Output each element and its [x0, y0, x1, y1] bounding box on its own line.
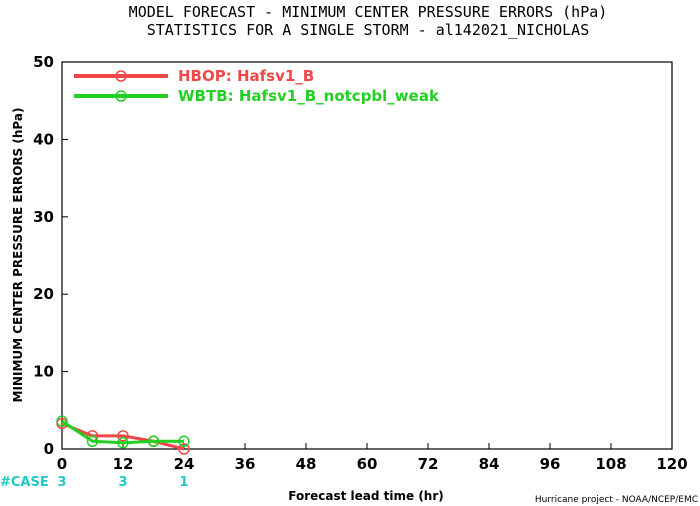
data-point-wbtb — [147, 435, 160, 448]
legend-entry-wbtb: WBTB: Hafsv1_B_notcpbl_weak — [74, 87, 440, 105]
case-count-value: 3 — [118, 475, 127, 490]
x-tick-label: 84 — [479, 455, 500, 473]
x-tick-label: 60 — [357, 455, 378, 473]
legend-entry-hbop: HBOP: Hafsv1_B — [74, 67, 314, 85]
data-point-hbop — [117, 430, 129, 442]
y-tick-label: 20 — [33, 285, 54, 303]
legend-label-wbtb: WBTB: Hafsv1_B_notcpbl_weak — [178, 87, 440, 105]
legend-marker-wbtb — [115, 90, 127, 102]
legend: HBOP: Hafsv1_B WBTB: Hafsv1_B_notcpbl_we… — [74, 67, 440, 105]
y-tick-label: 40 — [33, 130, 54, 148]
x-tick-label: 36 — [235, 455, 256, 473]
chart-subtitle: STATISTICS FOR A SINGLE STORM - al142021… — [147, 21, 590, 39]
y-tick-label: 10 — [33, 363, 54, 381]
x-tick-label: 48 — [296, 455, 317, 473]
case-count-value: 3 — [57, 475, 66, 490]
plot-frame — [61, 61, 673, 450]
y-tick-label: 0 — [44, 440, 54, 458]
x-tick-label: 12 — [113, 455, 134, 473]
case-counts: 3 3 1 — [57, 475, 188, 490]
y-axis-label: MINIMUM CENTER PRESSURE ERRORS (hPa) — [11, 108, 25, 403]
x-tick-label: 0 — [57, 455, 67, 473]
legend-marker-hbop — [115, 70, 127, 82]
series-line-hbop — [61, 422, 185, 451]
y-tick-label: 50 — [33, 53, 54, 71]
series-layer — [56, 415, 190, 455]
chart-title: MODEL FORECAST - MINIMUM CENTER PRESSURE… — [129, 3, 608, 21]
x-axis-label: Forecast lead time (hr) — [288, 489, 444, 503]
data-point-wbtb — [86, 435, 99, 448]
x-tick-label: 72 — [418, 455, 439, 473]
data-point-wbtb — [178, 435, 190, 448]
data-point-wbtb — [56, 415, 68, 427]
case-count-value: 1 — [179, 475, 188, 490]
case-count-label: #CASE — [0, 475, 49, 490]
x-tick-label: 96 — [540, 455, 561, 473]
x-tick-label: 120 — [656, 455, 687, 473]
legend-label-hbop: HBOP: Hafsv1_B — [178, 67, 314, 85]
series-line-wbtb — [61, 419, 184, 445]
x-axis-ticks: 0 12 24 36 48 60 72 84 96 108 120 — [57, 443, 688, 473]
x-tick-label: 24 — [174, 455, 195, 473]
y-tick-label: 30 — [33, 208, 54, 226]
x-tick-label: 108 — [595, 455, 626, 473]
credit-text: Hurricane project - NOAA/NCEP/EMC — [535, 495, 698, 505]
y-axis-ticks: 0 10 20 30 40 50 — [33, 53, 68, 458]
data-point-wbtb — [117, 437, 129, 449]
data-point-hbop — [178, 443, 190, 455]
